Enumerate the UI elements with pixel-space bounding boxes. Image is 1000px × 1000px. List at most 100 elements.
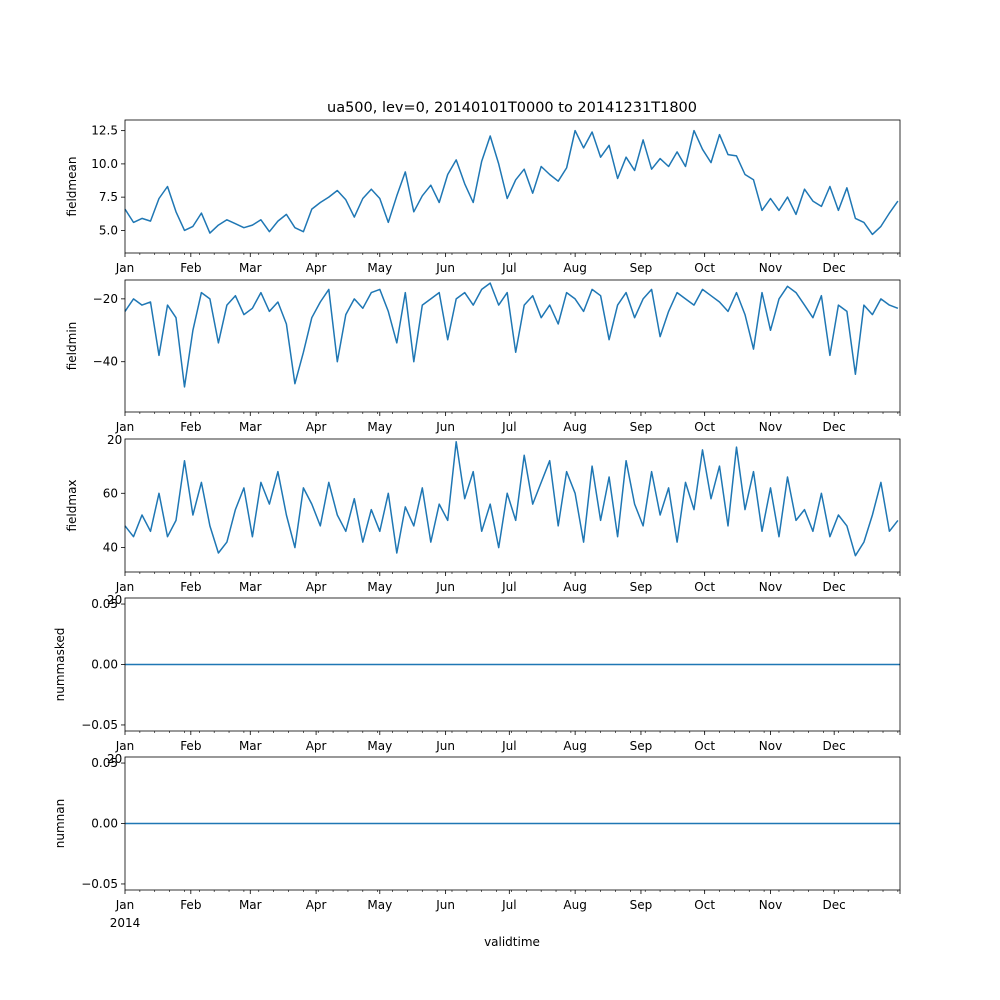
x-tick-label: Apr [306, 261, 327, 275]
axes-frame [124, 597, 901, 732]
x-tick-label: Jan [115, 261, 135, 275]
x-tick-label: Aug [563, 420, 586, 434]
panel-fieldmean: Jan Feb Mar Apr May Jun Jul Aug Sep Oct Nov Dec 5.0 7… [65, 119, 901, 275]
x-tick-label: May [367, 261, 392, 275]
y-tick-label: 0.00 [91, 658, 118, 672]
y-tick-label: −20 [93, 292, 118, 306]
y-tick-label: 60 [103, 486, 118, 500]
x-tick-label: Jun [435, 420, 455, 434]
x-tick-label: Jan [115, 420, 135, 434]
x-tick-label: Dec [823, 261, 846, 275]
x-tick-label: Oct [694, 739, 715, 753]
x-tick-label: Dec [823, 580, 846, 594]
x-year-label: 2014 [110, 916, 141, 930]
x-tick-label: Mar [239, 898, 262, 912]
data-line-fieldmax [124, 440, 899, 557]
x-tick-label: Feb [180, 739, 201, 753]
x-tick-label: Jul [501, 420, 516, 434]
x-tick-label: Jul [501, 739, 516, 753]
x-tick-label: Jul [501, 898, 516, 912]
x-tick-label: Oct [694, 898, 715, 912]
x-tick-label: May [367, 580, 392, 594]
y-axis-label: fieldmean [65, 157, 79, 217]
x-offset-label: 20 [107, 752, 122, 766]
x-tick-label: Jun [435, 580, 455, 594]
y-tick-label: 10.0 [91, 157, 118, 171]
x-tick-label: Sep [630, 739, 653, 753]
x-tick-label: May [367, 420, 392, 434]
x-tick-label: Jun [435, 739, 455, 753]
x-tick-label: Nov [759, 420, 782, 434]
y-tick-label: 0.05 [91, 597, 118, 611]
x-tick-label: Jan [115, 580, 135, 594]
axes-frame [124, 119, 901, 254]
x-tick-label: Jul [501, 580, 516, 594]
x-tick-label: Oct [694, 580, 715, 594]
panels-group: Jan Feb Mar Apr May Jun Jul Aug Sep Oct Nov Dec 5.0 7… [53, 119, 901, 912]
x-tick-label: May [367, 898, 392, 912]
x-tick-label: Feb [180, 420, 201, 434]
x-tick-label: Sep [630, 898, 653, 912]
x-tick-label: Oct [694, 261, 715, 275]
panel-fieldmin: Jan Feb Mar Apr May Jun Jul Aug Sep Oct Nov Dec −40 −… [65, 279, 901, 447]
x-tick-label: Aug [563, 261, 586, 275]
x-tick-label: Sep [630, 261, 653, 275]
x-tick-label: Aug [563, 739, 586, 753]
x-tick-label: Jun [435, 898, 455, 912]
x-tick-label: Mar [239, 580, 262, 594]
panel-numnan: Jan Feb Mar Apr May Jun Jul Aug Sep Oct Nov Dec −0.0… [53, 756, 901, 912]
x-tick-label: Feb [180, 261, 201, 275]
y-tick-label: −0.05 [81, 877, 118, 891]
x-tick-label: Nov [759, 580, 782, 594]
x-tick-label: Apr [306, 739, 327, 753]
data-line-fieldmin [124, 282, 899, 388]
x-offset-label: 20 [107, 593, 122, 607]
x-tick-label: Jun [435, 261, 455, 275]
x-tick-label: May [367, 739, 392, 753]
axes-frame [124, 756, 901, 891]
y-tick-label: 0.00 [91, 817, 118, 831]
y-axis-label: fieldmin [65, 322, 79, 371]
panel-fieldmax: Jan Feb Mar Apr May Jun Jul Aug Sep Oct Nov Dec 40 60… [65, 438, 901, 607]
x-tick-label: Aug [563, 898, 586, 912]
x-tick-label: Dec [823, 420, 846, 434]
x-tick-label: Mar [239, 739, 262, 753]
y-tick-label: 7.5 [99, 190, 118, 204]
y-tick-label: −0.05 [81, 718, 118, 732]
x-tick-label: Dec [823, 739, 846, 753]
y-tick-label: 0.05 [91, 756, 118, 770]
x-tick-label: Jul [501, 261, 516, 275]
x-tick-label: Feb [180, 580, 201, 594]
axes-frame [124, 279, 901, 413]
y-tick-label: 12.5 [91, 124, 118, 138]
y-tick-label: 40 [103, 541, 118, 555]
x-axis-label: validtime [484, 935, 540, 949]
x-tick-label: Jan [115, 739, 135, 753]
x-tick-label: Jan [115, 898, 135, 912]
x-tick-label: Sep [630, 420, 653, 434]
panel-nummasked: Jan Feb Mar Apr May Jun Jul Aug Sep Oct Nov Dec −0.0… [53, 597, 901, 766]
y-axis-label: numnan [53, 799, 67, 848]
x-tick-label: Apr [306, 898, 327, 912]
x-tick-label: Sep [630, 580, 653, 594]
x-tick-label: Apr [306, 420, 327, 434]
y-axis-label: fieldmax [65, 479, 79, 531]
x-offset-label: 20 [107, 433, 122, 447]
x-tick-label: Oct [694, 420, 715, 434]
chart-title: ua500, lev=0, 20140101T0000 to 20141231T… [327, 100, 697, 116]
y-tick-label: −40 [93, 355, 118, 369]
x-tick-label: Mar [239, 261, 262, 275]
x-tick-label: Dec [823, 898, 846, 912]
y-axis-label: nummasked [53, 628, 67, 702]
x-tick-label: Feb [180, 898, 201, 912]
y-tick-label: 5.0 [99, 223, 118, 237]
x-tick-label: Mar [239, 420, 262, 434]
x-tick-label: Nov [759, 261, 782, 275]
x-tick-label: Nov [759, 898, 782, 912]
data-line-fieldmean [124, 129, 899, 236]
x-tick-label: Apr [306, 580, 327, 594]
x-tick-label: Aug [563, 580, 586, 594]
x-tick-label: Nov [759, 739, 782, 753]
